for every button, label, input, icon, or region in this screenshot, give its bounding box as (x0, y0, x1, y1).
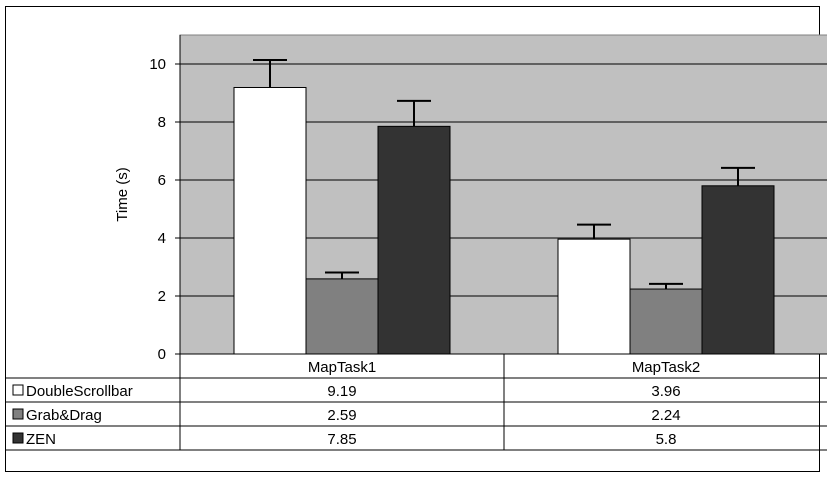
bar-grab-drag-maptask1 (305, 278, 379, 355)
legend-label: DoubleScrollbar (26, 383, 133, 400)
data-table-cell: 5.8 (656, 431, 677, 448)
category-label-maptask2: MapTask2 (632, 359, 700, 376)
y-tick-label: 2 (158, 288, 166, 305)
y-tick-label: 4 (158, 230, 166, 247)
legend-key-zen (12, 432, 24, 444)
data-table-cell: 7.85 (327, 431, 356, 448)
y-tick-label: 0 (158, 346, 166, 363)
legend-label: Grab&Drag (26, 407, 102, 424)
data-table-cell: 2.59 (327, 407, 356, 424)
bar-zen-maptask2 (701, 185, 775, 355)
y-tick-label: 6 (158, 172, 166, 189)
legend-label: ZEN (26, 431, 56, 448)
y-tick-label: 8 (158, 114, 166, 131)
bar-zen-maptask1 (377, 125, 451, 355)
bar-grab-drag-maptask2 (629, 288, 703, 355)
y-axis-title: Time (s) (114, 167, 131, 221)
bar-doublescrollbar-maptask1 (233, 86, 307, 355)
legend-key-grab-drag (12, 408, 24, 420)
data-table-cell: 3.96 (651, 383, 680, 400)
category-label-maptask1: MapTask1 (308, 359, 376, 376)
data-table-cell: 2.24 (651, 407, 680, 424)
legend-key-doublescrollbar (12, 384, 24, 396)
data-table-cell: 9.19 (327, 383, 356, 400)
bar-doublescrollbar-maptask2 (557, 238, 631, 355)
y-tick-label: 10 (149, 56, 166, 73)
